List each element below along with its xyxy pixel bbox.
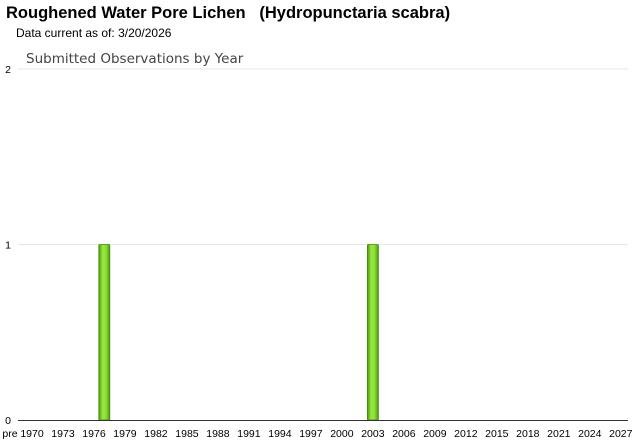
x-tick-label: pre	[2, 428, 17, 440]
data-current-label: Data current as of:	[16, 26, 115, 40]
x-tick-label: 1985	[175, 428, 199, 440]
x-tick-label: 2027	[609, 428, 633, 440]
tick-labels: 0 1 2 pre 1970 1973 1976 1979 1982 1985 1988 1991 19…	[2, 64, 632, 440]
common-name: Roughened Water Pore Lichen	[6, 4, 246, 22]
data-current-line: Data current as of: 3/20/2026	[16, 26, 171, 40]
page-title: Roughened Water Pore Lichen (Hydropuncta…	[6, 4, 450, 23]
chart-title: Submitted Observations by Year	[26, 51, 244, 67]
x-tick-label: 1979	[113, 428, 137, 440]
x-tick-label: 2021	[547, 428, 571, 440]
x-tick-label: 1997	[299, 428, 323, 440]
x-tick-label: 1994	[268, 428, 292, 440]
bar-2003	[366, 244, 379, 421]
x-tick-label: 2003	[361, 428, 385, 440]
y-tick-label: 0	[5, 415, 11, 427]
x-tick-label: 1991	[237, 428, 261, 440]
grid-lines	[18, 68, 628, 245]
x-tick-label: 1973	[51, 428, 75, 440]
x-tick-label: 1982	[144, 428, 168, 440]
scientific-name: (Hydropunctaria scabra)	[259, 4, 451, 22]
x-tick-label: 2009	[423, 428, 447, 440]
x-tick-label: 2000	[330, 428, 354, 440]
data-current-date: 3/20/2026	[118, 26, 172, 40]
x-tick-label: 2024	[578, 428, 602, 440]
y-tick-label: 2	[5, 64, 11, 76]
x-tick-label: 2015	[485, 428, 509, 440]
x-tick-label: 1976	[82, 428, 106, 440]
x-tick-label: 1970	[20, 428, 44, 440]
bars	[98, 244, 379, 421]
x-tick-label: 2018	[516, 428, 540, 440]
x-tick-label: 1988	[206, 428, 230, 440]
x-tick-label: 2012	[454, 428, 478, 440]
y-tick-label: 1	[5, 240, 11, 252]
x-tick-label: 2006	[392, 428, 416, 440]
bar-1977	[98, 244, 111, 421]
